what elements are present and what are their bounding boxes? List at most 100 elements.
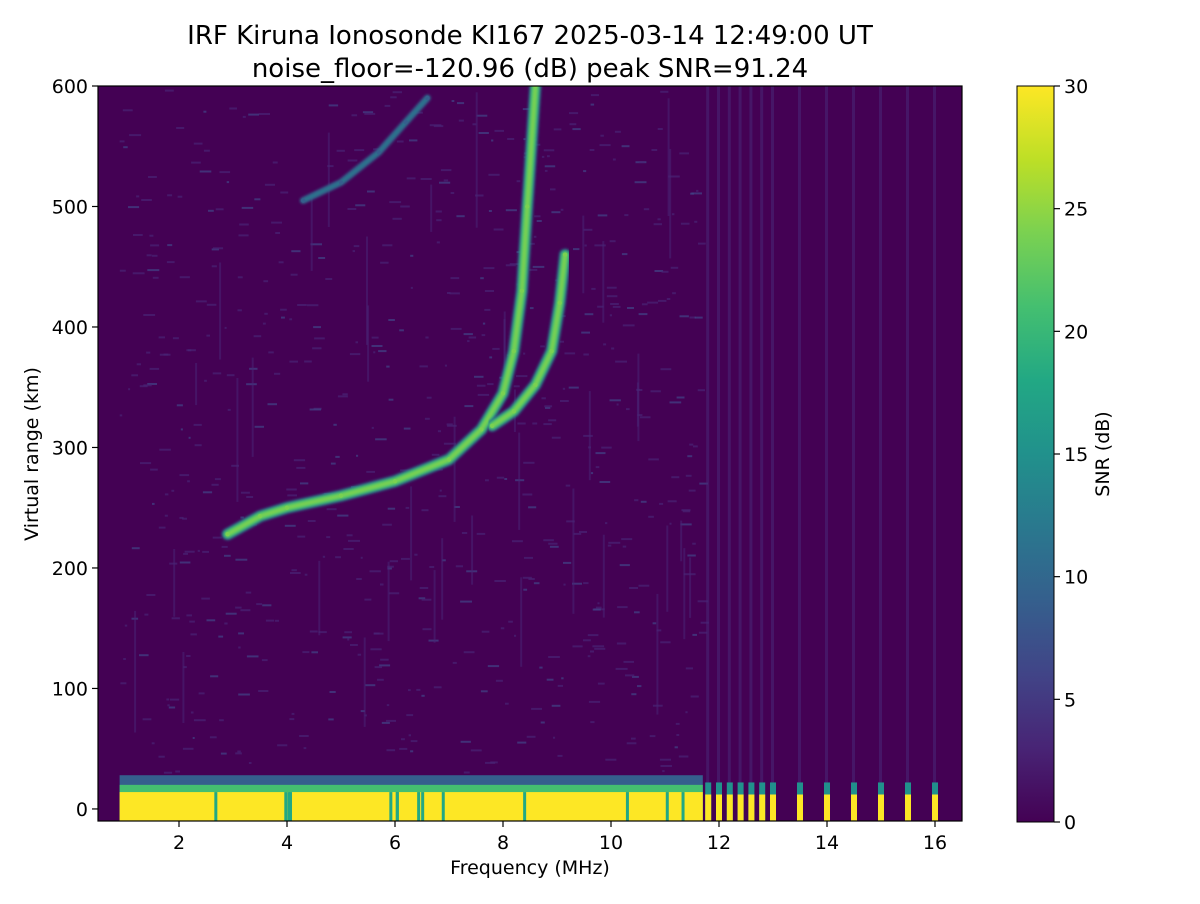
noise-cell bbox=[529, 242, 535, 245]
noise-cell bbox=[667, 500, 677, 503]
noise-cell bbox=[330, 462, 336, 465]
noise-cell bbox=[278, 261, 284, 264]
noise-cell bbox=[485, 479, 489, 482]
noise-cell bbox=[370, 648, 382, 651]
noise-streak bbox=[410, 486, 413, 581]
noise-cell bbox=[679, 152, 689, 155]
noise-cell bbox=[623, 660, 634, 663]
trace-point bbox=[403, 119, 408, 125]
noise-cell bbox=[419, 587, 429, 589]
noise-cell bbox=[355, 204, 366, 207]
colorbar-label: SNR (dB) bbox=[1092, 411, 1114, 496]
noise-cell bbox=[608, 541, 621, 544]
x-axis: 2 4 6 8 10 12 14 16 bbox=[173, 821, 947, 854]
chart-title: IRF Kiruna Ionosonde KI167 2025-03-14 12… bbox=[187, 21, 873, 51]
noise-cell bbox=[371, 426, 374, 429]
noise-cell bbox=[562, 387, 566, 390]
noise-cell bbox=[548, 419, 557, 422]
noise-cell bbox=[528, 506, 537, 509]
colorbar bbox=[1016, 85, 1055, 823]
noise-cell bbox=[373, 148, 380, 151]
noise-cell bbox=[164, 89, 174, 92]
noise-streak bbox=[366, 236, 368, 345]
trace-4 bbox=[299, 94, 431, 204]
noise-streak bbox=[219, 262, 222, 360]
noise-cell bbox=[208, 209, 214, 212]
noise-cell bbox=[544, 165, 556, 168]
noise-streak bbox=[236, 378, 239, 502]
noise-cell bbox=[151, 742, 155, 745]
noise-cell bbox=[591, 287, 596, 290]
noise-cell bbox=[597, 305, 604, 308]
pulse-core bbox=[748, 794, 755, 821]
noise-cell bbox=[400, 469, 410, 472]
noise-cell bbox=[264, 183, 275, 186]
noise-cell bbox=[433, 686, 442, 689]
noise-cell bbox=[389, 560, 398, 563]
pulse-core bbox=[716, 794, 722, 821]
noise-cell bbox=[422, 628, 432, 631]
trace-point bbox=[338, 180, 344, 185]
noise-cell bbox=[410, 286, 413, 289]
pulse-core bbox=[705, 794, 712, 821]
noise-cell bbox=[128, 388, 131, 391]
trace-point bbox=[562, 252, 568, 257]
noise-cell bbox=[573, 248, 580, 251]
noise-cell bbox=[164, 514, 168, 517]
noise-cell bbox=[375, 438, 387, 441]
noise-cell bbox=[408, 734, 411, 737]
noise-cell bbox=[304, 360, 312, 363]
noise-cell bbox=[476, 114, 488, 117]
noise-cell bbox=[158, 755, 165, 758]
noise-cell bbox=[392, 217, 402, 220]
noise-cell bbox=[658, 299, 667, 302]
noise-cell bbox=[690, 192, 694, 195]
noise-cell bbox=[386, 749, 396, 752]
noise-cell bbox=[560, 208, 564, 211]
noise-cell bbox=[188, 436, 191, 439]
noise-cell bbox=[472, 123, 477, 126]
noise-cell bbox=[481, 334, 486, 337]
noise-cell bbox=[599, 144, 611, 147]
noise-cell bbox=[601, 446, 612, 449]
chart-subtitle: noise_floor=-120.96 (dB) peak SNR=91.24 bbox=[252, 54, 808, 84]
noise-cell bbox=[512, 540, 523, 543]
colorbar-tick-label: 10 bbox=[1064, 567, 1088, 589]
pulse-column bbox=[706, 86, 710, 821]
noise-cell bbox=[421, 598, 432, 601]
noise-cell bbox=[129, 134, 142, 137]
noise-cell bbox=[641, 303, 648, 306]
noise-cell bbox=[254, 198, 261, 201]
noise-cell bbox=[388, 398, 394, 401]
noise-streak bbox=[182, 652, 185, 723]
noise-cell bbox=[133, 234, 143, 236]
noise-cell bbox=[670, 266, 679, 269]
noise-cell bbox=[484, 290, 494, 292]
noise-cell bbox=[700, 621, 709, 624]
ground-gap bbox=[421, 792, 425, 821]
noise-cell bbox=[551, 704, 561, 707]
noise-cell bbox=[307, 304, 319, 307]
trace-2 bbox=[221, 86, 542, 541]
noise-cell bbox=[229, 107, 237, 110]
noise-cell bbox=[226, 374, 235, 377]
noise-cell bbox=[420, 178, 432, 180]
noise-streak bbox=[503, 311, 506, 395]
noise-streak bbox=[656, 593, 659, 715]
noise-cell bbox=[560, 340, 564, 343]
noise-cell bbox=[356, 578, 362, 580]
noise-cell bbox=[158, 526, 166, 529]
noise-cell bbox=[367, 190, 375, 193]
noise-cell bbox=[354, 149, 365, 152]
noise-cell bbox=[426, 396, 432, 399]
trace-point bbox=[525, 204, 530, 209]
noise-cell bbox=[349, 353, 361, 356]
noise-cell bbox=[583, 582, 589, 585]
noise-cell bbox=[548, 656, 560, 658]
noise-cell bbox=[616, 642, 627, 645]
noise-cell bbox=[572, 645, 583, 648]
noise-cell bbox=[209, 736, 217, 739]
noise-cell bbox=[463, 333, 473, 336]
noise-cell bbox=[206, 619, 216, 622]
